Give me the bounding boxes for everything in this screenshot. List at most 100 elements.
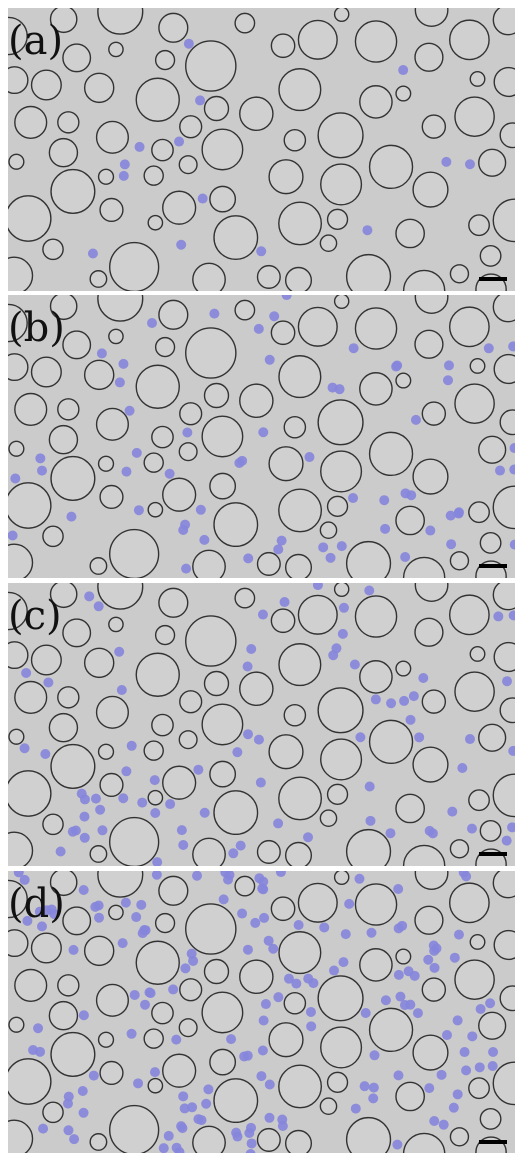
particle — [243, 729, 254, 740]
obstacle — [499, 985, 515, 1012]
obstacle — [62, 330, 92, 360]
particle — [507, 822, 515, 833]
obstacle — [97, 743, 115, 760]
obstacle — [162, 765, 197, 800]
particle — [187, 1102, 198, 1113]
particle — [459, 1047, 470, 1058]
obstacle — [448, 19, 490, 61]
obstacle — [278, 355, 322, 399]
obstacle — [108, 904, 124, 921]
obstacle — [50, 743, 96, 790]
particle — [150, 808, 161, 819]
obstacle — [42, 813, 64, 836]
obstacle — [30, 932, 62, 964]
obstacle — [109, 241, 160, 291]
particle — [328, 650, 339, 661]
particle — [423, 954, 434, 965]
particle — [168, 984, 179, 995]
obstacle — [154, 624, 176, 646]
obstacle — [14, 680, 48, 714]
obstacle — [492, 1061, 515, 1106]
particle — [199, 807, 210, 818]
particle — [354, 873, 365, 884]
particle — [117, 938, 128, 949]
obstacle — [89, 557, 108, 575]
particle — [429, 962, 440, 973]
particle — [242, 944, 253, 955]
particle — [474, 1062, 485, 1073]
obstacle — [469, 645, 486, 662]
obstacle — [178, 1018, 198, 1038]
particle — [360, 1008, 371, 1019]
obstacle — [479, 819, 502, 842]
obstacle — [454, 671, 495, 712]
obstacle — [492, 583, 515, 611]
particle — [176, 239, 187, 250]
particle — [260, 999, 271, 1010]
particle — [452, 1015, 463, 1026]
obstacle — [95, 120, 129, 154]
particle — [134, 141, 145, 152]
obstacle — [147, 1077, 164, 1094]
obstacle — [8, 482, 52, 529]
particle — [264, 354, 275, 365]
obstacle — [147, 214, 164, 231]
obstacle — [454, 383, 495, 424]
particle — [10, 473, 21, 484]
obstacle — [284, 1129, 313, 1153]
particle — [283, 973, 294, 984]
obstacle — [270, 608, 296, 634]
obstacle — [97, 871, 144, 898]
particle — [203, 1084, 214, 1095]
particle — [96, 348, 107, 359]
panel: (d) — [8, 871, 515, 1153]
obstacle — [256, 1127, 281, 1152]
obstacle — [179, 402, 203, 426]
obstacle — [14, 392, 48, 426]
obstacle — [48, 1000, 79, 1031]
obstacle — [185, 327, 237, 379]
particle — [263, 935, 274, 946]
particle — [195, 95, 206, 106]
obstacle — [108, 41, 124, 58]
particle — [483, 343, 494, 354]
obstacle — [469, 70, 486, 87]
particle — [188, 955, 199, 966]
particle — [118, 358, 129, 369]
particle — [276, 535, 287, 546]
particle — [258, 884, 269, 895]
obstacle — [57, 686, 80, 709]
particle — [78, 1010, 89, 1021]
panel-label: (c) — [8, 593, 62, 639]
particle — [131, 912, 142, 923]
obstacle — [203, 958, 230, 985]
obstacle — [449, 551, 470, 571]
particle — [78, 1107, 89, 1118]
particle — [487, 1060, 498, 1071]
obstacle — [234, 299, 256, 321]
obstacle — [30, 69, 62, 101]
obstacle — [278, 1064, 323, 1109]
obstacle — [278, 931, 322, 975]
obstacle — [158, 12, 189, 43]
obstacle — [326, 495, 349, 518]
obstacle — [468, 214, 490, 237]
obstacle — [468, 501, 490, 524]
obstacle — [283, 415, 307, 439]
particle — [69, 1134, 80, 1145]
obstacle — [203, 670, 230, 697]
particle — [90, 793, 101, 804]
obstacle — [234, 587, 256, 609]
particle — [264, 1079, 275, 1090]
particle — [158, 1143, 169, 1153]
obstacle — [333, 295, 350, 309]
obstacle — [317, 112, 364, 159]
particle — [258, 876, 269, 887]
obstacle — [320, 450, 363, 493]
obstacle — [83, 359, 115, 391]
obstacle — [83, 935, 115, 967]
obstacle — [395, 1081, 425, 1112]
obstacle — [178, 730, 198, 750]
obstacle — [283, 703, 307, 727]
